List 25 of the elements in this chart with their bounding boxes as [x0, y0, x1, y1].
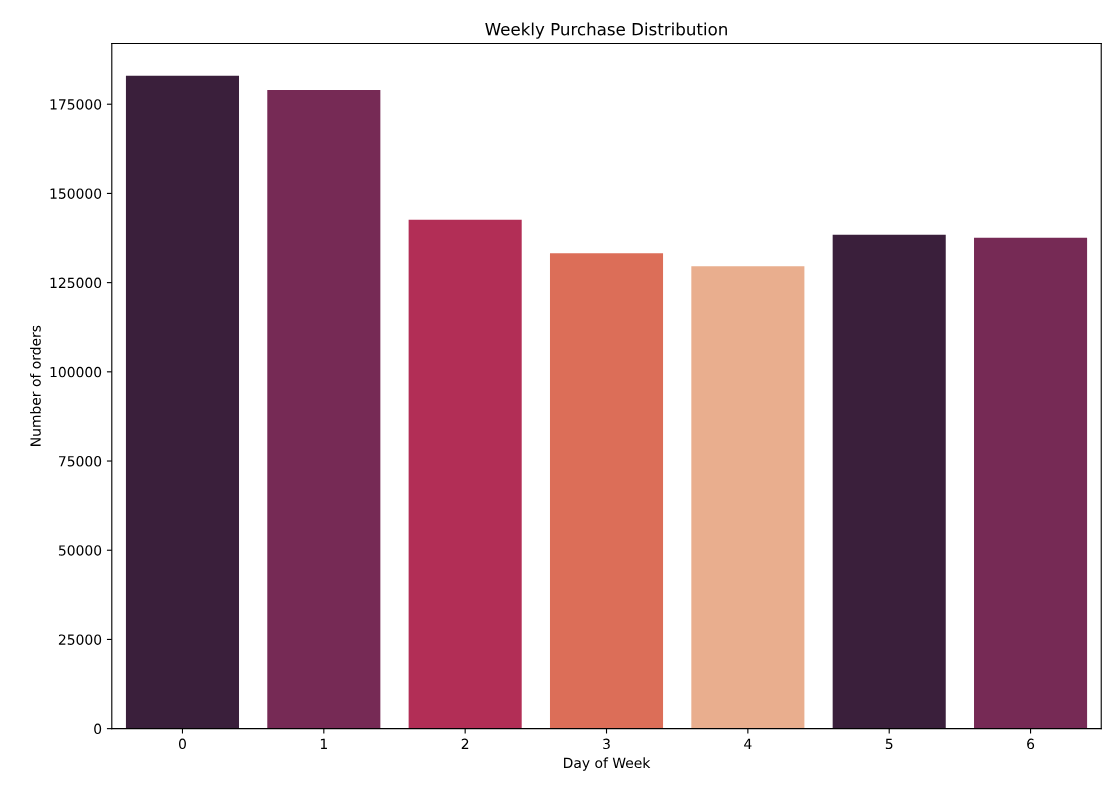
bar — [691, 266, 805, 729]
x-tick-label: 2 — [461, 738, 469, 749]
y-tick-label: 125000 — [50, 277, 102, 289]
x-tick-label: 3 — [603, 738, 610, 750]
chart-title: Weekly Purchase Distribution — [485, 22, 727, 39]
y-tick-label: 0 — [94, 723, 102, 735]
bar — [267, 89, 381, 729]
bar — [408, 219, 522, 729]
bar — [125, 75, 240, 729]
y-axis-title: Number of orders — [30, 325, 41, 446]
y-tick-label: 150000 — [50, 188, 102, 199]
bar — [832, 234, 946, 729]
y-tick-label: 175000 — [50, 99, 102, 110]
x-axis-title: Day of Week — [564, 757, 651, 771]
x-tick-label: 1 — [320, 738, 327, 749]
x-tick-label: 4 — [744, 738, 752, 749]
x-tick-label: 5 — [885, 738, 893, 750]
y-tick-label: 25000 — [58, 634, 102, 645]
y-tick-label: 50000 — [58, 545, 102, 556]
x-tick-label: 0 — [178, 738, 186, 750]
bar — [549, 253, 664, 729]
x-tick-label: 6 — [1027, 738, 1035, 750]
y-tick-label: 100000 — [50, 366, 102, 378]
bar — [974, 237, 1088, 729]
y-tick-label: 75000 — [59, 456, 102, 467]
